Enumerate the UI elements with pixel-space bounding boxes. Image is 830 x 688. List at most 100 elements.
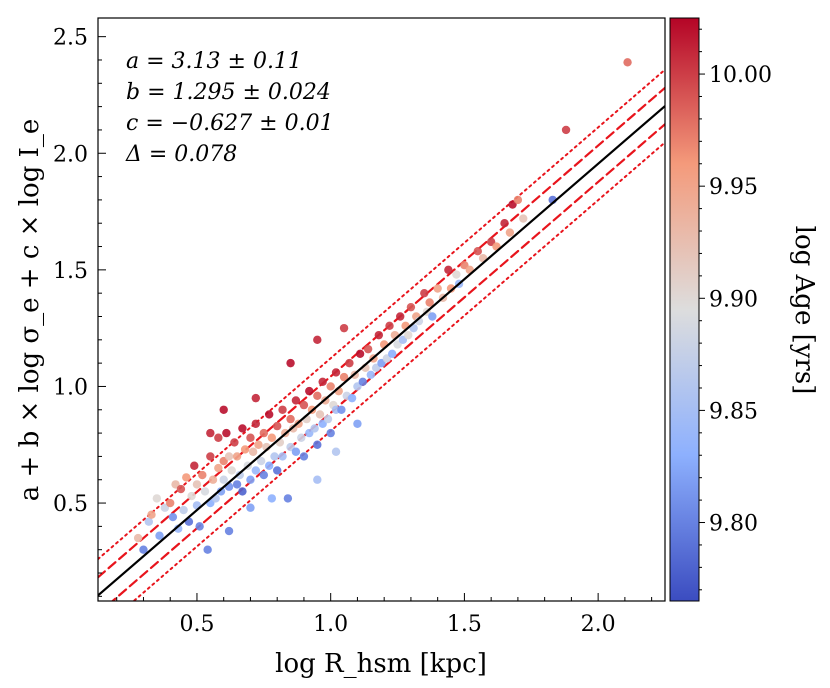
annotation-block: a = 3.13 ± 0.11 b = 1.295 ± 0.024 c = −0… [125, 49, 334, 167]
data-point [339, 323, 349, 333]
data-point [313, 440, 322, 449]
data-point [283, 494, 293, 503]
data-point [198, 470, 207, 480]
data-point [259, 428, 269, 438]
data-point [310, 424, 319, 433]
data-point [267, 433, 277, 442]
cbar-tick-label: 9.90 [709, 287, 758, 312]
y-tick-label: 1.5 [53, 259, 88, 284]
data-point [246, 475, 255, 484]
y-tick-label: 1.0 [53, 375, 88, 400]
data-point [264, 410, 274, 419]
data-point [230, 438, 239, 447]
data-point [182, 473, 191, 482]
data-point [206, 452, 215, 461]
colorbar [669, 17, 700, 602]
data-point [363, 344, 373, 354]
colorbar-ticks: 9.80 9.85 9.90 9.95 10.00 [699, 28, 772, 591]
data-point [166, 498, 175, 508]
cbar-tick-label: 10.00 [709, 63, 772, 88]
x-axis-ticks: 0.5 1.0 1.5 2.0 [116, 593, 653, 637]
data-point [267, 494, 277, 503]
data-point [208, 475, 218, 484]
data-point [219, 475, 228, 484]
data-point [227, 466, 236, 475]
data-point [155, 531, 164, 540]
data-point [387, 349, 397, 359]
data-point [323, 414, 333, 424]
data-point [272, 466, 282, 475]
data-point [313, 475, 322, 484]
annotation-c: c = −0.627 ± 0.01 [126, 111, 334, 136]
band-lower-1delta [110, 123, 665, 601]
data-point [206, 428, 215, 438]
data-point [358, 377, 367, 386]
data-point [251, 393, 260, 403]
data-point [299, 400, 309, 410]
data-point [561, 125, 571, 135]
data-point [272, 421, 282, 431]
data-point [232, 452, 242, 461]
x-tick-label: 2.0 [581, 612, 616, 637]
data-point [473, 247, 482, 256]
data-point [238, 424, 247, 433]
colorbar-label: log Age [yrs] [789, 226, 819, 395]
data-point [446, 284, 456, 293]
data-point [144, 517, 154, 526]
data-point [246, 433, 255, 442]
data-point [339, 372, 349, 382]
cbar-tick-label: 9.85 [709, 399, 758, 424]
band-upper-2delta [98, 68, 665, 561]
data-point [519, 214, 528, 223]
x-tick-label: 1.0 [313, 612, 348, 637]
data-point [318, 377, 327, 386]
y-tick-label: 2.5 [53, 26, 88, 51]
data-point [313, 335, 322, 345]
y-axis-label: a + b × log σ_e + c × log I_e [15, 119, 45, 502]
data-point [623, 58, 632, 67]
data-point [187, 491, 196, 501]
data-point [216, 487, 226, 496]
data-point [404, 330, 413, 340]
plot-frame [97, 17, 666, 602]
data-point [444, 265, 453, 275]
data-point [299, 452, 309, 461]
data-point [179, 505, 188, 515]
data-point [232, 480, 242, 489]
data-point [195, 522, 204, 531]
data-point [286, 414, 295, 424]
data-point [326, 382, 335, 391]
data-point [297, 433, 306, 442]
data-point [168, 512, 178, 522]
data-point [190, 461, 199, 470]
data-point [500, 219, 509, 228]
data-point [219, 405, 228, 414]
data-point [420, 288, 429, 298]
data-point [347, 393, 357, 403]
data-point [428, 312, 437, 321]
data-point [291, 447, 301, 456]
data-point [337, 405, 346, 414]
data-point [513, 195, 523, 205]
data-point [286, 358, 295, 368]
y-tick-label: 0.5 [53, 492, 88, 517]
data-point [240, 445, 250, 454]
data-point [374, 330, 384, 340]
data-point [331, 368, 341, 377]
data-point [224, 452, 234, 461]
data-point [214, 463, 223, 473]
data-point [264, 461, 274, 470]
data-point [331, 447, 341, 456]
y-axis-ticks: 0.5 1.0 1.5 2.0 2.5 [53, 26, 106, 597]
data-point [505, 228, 515, 237]
data-point [433, 284, 442, 293]
data-point [248, 447, 258, 456]
data-point [366, 370, 376, 379]
data-point [200, 487, 210, 496]
x-axis-label: log R_hsm [kpc] [275, 649, 487, 679]
annotation-delta: Δ = 0.078 [125, 142, 237, 167]
fit-line [98, 105, 665, 597]
data-point [425, 298, 434, 307]
data-point [270, 452, 279, 461]
cbar-tick-label: 9.95 [709, 175, 758, 200]
